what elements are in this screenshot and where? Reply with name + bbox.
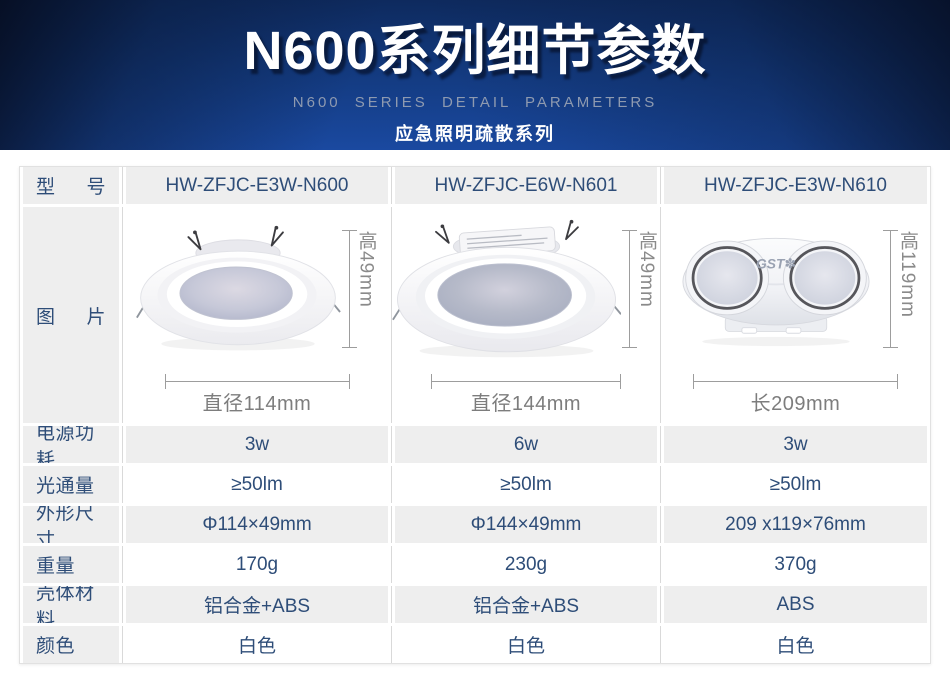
width-dimension-label: 长209mm bbox=[750, 393, 841, 415]
product-cell-n610: GST✽ 高119mm 长209mm bbox=[661, 207, 930, 423]
material-value: 铝合金+ABS bbox=[123, 586, 392, 623]
height-dimension: 高49mm bbox=[341, 230, 380, 348]
size-value: 209 x119×76mm bbox=[661, 506, 930, 543]
flux-value: ≥50lm bbox=[123, 466, 392, 503]
width-dimension-label: 直径114mm bbox=[202, 393, 312, 415]
row-label-weight: 重量 bbox=[20, 546, 123, 583]
page-title: N600系列细节参数 bbox=[243, 21, 707, 81]
row-label-material: 壳体材料 bbox=[20, 586, 123, 623]
color-value: 白色 bbox=[123, 626, 392, 663]
row-label-color: 颜色 bbox=[20, 626, 123, 663]
model-number-n610: HW-ZFJC-E3W-N610 bbox=[661, 167, 930, 204]
power-value: 3w bbox=[123, 426, 392, 463]
color-value: 白色 bbox=[392, 626, 661, 663]
height-dimension-label: 高119mm bbox=[897, 231, 918, 318]
page-subtitle-english: N600 SERIES DETAIL PARAMETERS bbox=[292, 94, 658, 111]
product-stage: 高49mm bbox=[392, 207, 660, 371]
row-label-power: 电源功耗 bbox=[20, 426, 123, 463]
height-dimension: 高119mm bbox=[883, 230, 921, 348]
width-dimension-label: 直径144mm bbox=[470, 393, 582, 415]
product-cell-n601: 高49mm 直径144mm bbox=[392, 207, 661, 423]
height-dimension: 高49mm bbox=[622, 230, 660, 348]
weight-value: 370g bbox=[661, 546, 930, 583]
color-value: 白色 bbox=[661, 626, 930, 663]
product-stage: GST✽ 高119mm bbox=[661, 207, 930, 371]
gst-logo: GST✽ bbox=[756, 256, 796, 272]
product-stage: 高49mm bbox=[123, 207, 391, 371]
header-banner: N600系列细节参数 N600 SERIES DETAIL PARAMETERS… bbox=[0, 0, 950, 150]
size-value: Φ144×49mm bbox=[392, 506, 661, 543]
height-dimension-line bbox=[341, 230, 357, 348]
spec-table: 型 号 HW-ZFJC-E3W-N600 HW-ZFJC-E6W-N601 HW… bbox=[19, 166, 931, 664]
power-value: 3w bbox=[661, 426, 930, 463]
height-dimension-label: 高49mm bbox=[355, 231, 377, 308]
width-dimension-line bbox=[164, 374, 350, 389]
flux-value: ≥50lm bbox=[392, 466, 661, 503]
twin-head-lamp-image: GST✽ bbox=[682, 237, 870, 347]
height-dimension-label: 高49mm bbox=[636, 231, 657, 308]
series-tagline: 应急照明疏散系列 bbox=[395, 124, 555, 144]
weight-value: 170g bbox=[123, 546, 392, 583]
row-label-model: 型 号 bbox=[20, 167, 123, 204]
material-value: ABS bbox=[661, 586, 930, 623]
downlight-144-image bbox=[392, 219, 621, 357]
row-label-flux: 光通量 bbox=[20, 466, 123, 503]
product-cell-n600: 高49mm 直径114mm bbox=[123, 207, 392, 423]
height-dimension-line bbox=[883, 230, 898, 348]
weight-value: 230g bbox=[392, 546, 661, 583]
power-value: 6w bbox=[392, 426, 661, 463]
material-value: 铝合金+ABS bbox=[392, 586, 661, 623]
height-dimension-line bbox=[622, 230, 637, 348]
width-dimension-line bbox=[693, 374, 898, 389]
downlight-114-image bbox=[135, 225, 341, 350]
model-number-n601: HW-ZFJC-E6W-N601 bbox=[392, 167, 661, 204]
row-label-size: 外形尺寸 bbox=[20, 506, 123, 543]
model-number-n600: HW-ZFJC-E3W-N600 bbox=[123, 167, 392, 204]
size-value: Φ114×49mm bbox=[123, 506, 392, 543]
flux-value: ≥50lm bbox=[661, 466, 930, 503]
width-dimension-line bbox=[431, 374, 621, 389]
row-label-image: 图 片 bbox=[20, 207, 123, 423]
